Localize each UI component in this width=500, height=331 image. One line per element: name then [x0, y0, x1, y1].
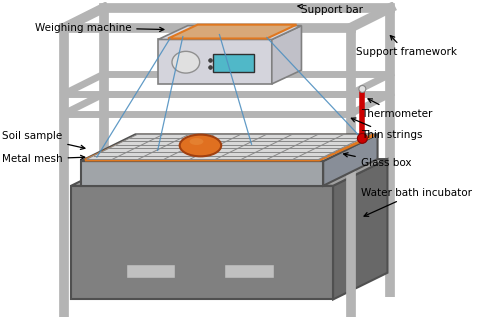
- Text: Metal mesh: Metal mesh: [2, 154, 85, 164]
- Polygon shape: [272, 25, 302, 84]
- Text: Water bath incubator: Water bath incubator: [361, 188, 472, 216]
- Text: Soil sample: Soil sample: [2, 131, 85, 149]
- Ellipse shape: [180, 135, 221, 156]
- Ellipse shape: [172, 51, 200, 73]
- Bar: [212, 54, 254, 72]
- Text: Thin strings: Thin strings: [352, 118, 422, 140]
- Bar: [158, 39, 272, 84]
- Text: Glass box: Glass box: [344, 153, 411, 168]
- Ellipse shape: [190, 138, 203, 145]
- Polygon shape: [87, 134, 370, 159]
- Bar: [81, 161, 323, 186]
- Polygon shape: [158, 25, 302, 39]
- Text: Support framework: Support framework: [356, 35, 457, 57]
- Polygon shape: [333, 159, 388, 300]
- Bar: [126, 264, 175, 278]
- Bar: [71, 186, 333, 300]
- Circle shape: [358, 133, 368, 143]
- Text: Support bar: Support bar: [298, 4, 364, 15]
- Polygon shape: [323, 134, 378, 186]
- Text: Weighing machine: Weighing machine: [34, 23, 164, 33]
- Polygon shape: [71, 159, 388, 186]
- Bar: [224, 264, 274, 278]
- Polygon shape: [168, 24, 296, 38]
- Polygon shape: [81, 134, 378, 161]
- Text: Thermometer: Thermometer: [361, 99, 432, 118]
- Circle shape: [359, 85, 366, 92]
